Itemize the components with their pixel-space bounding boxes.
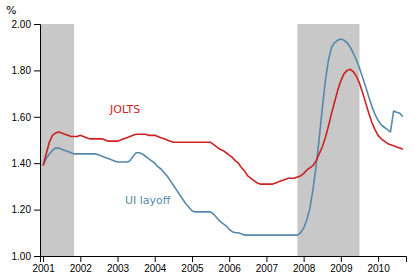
- y-axis-line: [34, 25, 41, 257]
- data-group: [40, 24, 403, 256]
- x-tick-mark: [266, 256, 267, 262]
- annotation: UI layoff: [125, 194, 171, 207]
- x-tick-mark: [43, 256, 44, 262]
- y-tick-mark: [34, 24, 40, 25]
- x-tick-label: 2002: [70, 263, 93, 274]
- y-tick: 2.00: [12, 19, 40, 30]
- x-tick: 2007: [256, 256, 279, 274]
- y-axis: 1.00 1.20 1.40 1.60 1.80 2.00: [12, 19, 41, 262]
- y-tick-mark: [34, 256, 40, 257]
- x-tick-label: 2010: [367, 263, 390, 274]
- series-line: [43, 69, 403, 184]
- y-tick: 1.20: [12, 204, 40, 215]
- x-axis-line: [41, 257, 407, 263]
- x-tick-mark: [341, 256, 342, 262]
- series-line: [43, 39, 403, 235]
- chart-svg: 2001 2002 2003 2004 2005 2006 2007 2008 2009 2010…: [0, 0, 420, 280]
- x-tick: 2002: [70, 256, 93, 274]
- y-tick: 1.80: [12, 65, 40, 76]
- chart-container: 2001 2002 2003 2004 2005 2006 2007 2008 2009 2010…: [0, 0, 420, 280]
- x-tick-mark: [304, 256, 305, 262]
- x-tick-label: 2005: [181, 263, 204, 274]
- y-tick-mark: [34, 117, 40, 118]
- x-tick-mark: [118, 256, 119, 262]
- y-tick-mark: [34, 163, 40, 164]
- x-tick-label: 2009: [330, 263, 353, 274]
- y-tick: 1.60: [12, 112, 40, 123]
- x-axis: 2001 2002 2003 2004 2005 2006 2007 2008 2009 2010: [32, 256, 406, 274]
- x-tick: 2005: [181, 256, 204, 274]
- x-tick-label: 2001: [32, 263, 55, 274]
- x-tick-mark: [229, 256, 230, 262]
- x-tick-mark: [192, 256, 193, 262]
- x-tick: 2008: [293, 256, 316, 274]
- x-tick: 2003: [107, 256, 130, 274]
- y-tick-mark: [34, 70, 40, 71]
- y-tick: 1.00: [12, 251, 40, 262]
- shaded-band: [40, 24, 74, 256]
- x-tick-label: 2003: [107, 263, 130, 274]
- plot-area: 2001 2002 2003 2004 2005 2006 2007 2008 2009 2010…: [6, 4, 407, 274]
- x-tick-label: 2007: [256, 263, 279, 274]
- y-tick-mark: [34, 210, 40, 211]
- x-tick: 2009: [330, 256, 353, 274]
- y-tick-label: 1.00: [12, 251, 32, 262]
- x-tick: 2006: [219, 256, 242, 274]
- x-tick-label: 2006: [219, 263, 242, 274]
- x-tick-mark: [378, 256, 379, 262]
- y-tick-label: 1.80: [12, 65, 32, 76]
- y-tick-label: 1.60: [12, 112, 32, 123]
- y-tick: 1.40: [12, 158, 40, 169]
- x-tick: 2010: [367, 256, 390, 274]
- y-tick-label: 1.40: [12, 158, 32, 169]
- y-tick-label: 2.00: [12, 19, 32, 30]
- x-tick-mark: [80, 256, 81, 262]
- y-axis-label: %: [6, 4, 16, 17]
- annotation: JOLTS: [109, 103, 140, 116]
- x-tick-mark: [155, 256, 156, 262]
- x-tick: 2004: [144, 256, 167, 274]
- x-tick-label: 2004: [144, 263, 167, 274]
- y-tick-label: 1.20: [12, 204, 32, 215]
- x-tick-label: 2008: [293, 263, 316, 274]
- x-tick: 2001: [32, 256, 55, 274]
